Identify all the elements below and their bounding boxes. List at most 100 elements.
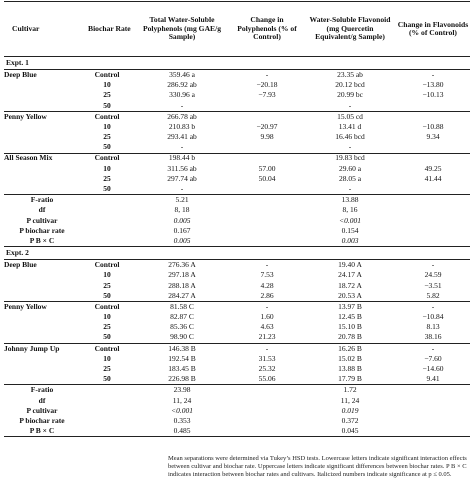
flavonoid-change-cell: 9.34 (426, 132, 440, 142)
table-row: 50 284.27 A 2.86 20.53 A 5.82 (4, 291, 470, 302)
polyphenols-change-cell: 2.86 (260, 290, 274, 300)
table-row: 25 85.36 C 4.63 15.10 B 8.13 (4, 322, 470, 332)
flavonoid-change-cell: 38.16 (424, 332, 442, 342)
flavonoid-cell: 19.83 bcd (304, 152, 396, 164)
polyphenols-change-cell: - (230, 342, 304, 354)
polyphenols-cell: 297.18 A (168, 270, 196, 280)
biochar-rate-cell: 25 (103, 364, 111, 374)
header-flavonoid: Water-Soluble Flavonoid (mg Quercetin Eq… (309, 15, 391, 42)
polyphenols-change-cell: −20.18 (256, 80, 278, 90)
stat-polyphenols-cell: 5.21 (134, 194, 230, 206)
stat-label-cell: P biochar rate (19, 225, 65, 235)
flavonoid-change-cell (396, 110, 470, 122)
stat-label-cell: P cultivar (26, 215, 58, 225)
table-row: Penny Yellow Control 266.78 ab 15.05 cd (4, 110, 470, 122)
biochar-rate-cell: 50 (103, 332, 111, 342)
flavonoid-change-cell: −10.88 (422, 121, 444, 131)
polyphenols-cell: 183.45 B (168, 364, 196, 374)
header-biochar-rate: Biochar Rate (88, 23, 131, 33)
table-row: 10 297.18 A 7.53 24.17 A 24.59 (4, 270, 470, 280)
polyphenols-cell: 81.58 C (134, 300, 230, 313)
polyphenols-cell: 286.92 ab (167, 80, 197, 90)
table-body: Expt. 1 Deep Blue Control 359.46 a -23.35 ab… (4, 56, 470, 438)
table-row: 10 311.56 ab 57.00 29.60 a 49.25 (4, 164, 470, 174)
empty-cell (230, 416, 304, 426)
polyphenols-change-cell: −7.93 (258, 90, 276, 100)
cultivar-cell (4, 174, 80, 184)
stat-flavonoid-cell: 13.88 (304, 194, 396, 206)
cultivar-cell (4, 364, 80, 374)
cultivar-cell: Penny Yellow (4, 300, 80, 313)
empty-cell (230, 426, 304, 438)
stats-row: P biochar rate 0.167 0.154 (4, 226, 470, 236)
polyphenols-change-cell: - (265, 69, 269, 79)
polyphenols-change-cell: - (265, 260, 269, 270)
experiment-label: Expt. 2 (4, 246, 470, 261)
stat-label-cell: P cultivar (26, 405, 58, 415)
empty-cell (80, 236, 134, 247)
table-row: 50 98.90 C 21.23 20.78 B 38.16 (4, 333, 470, 344)
stat-polyphenols-cell: 23.98 (134, 384, 230, 396)
stat-polyphenols-cell: 0.167 (173, 225, 191, 235)
experiment-heading-row: Expt. 1 (4, 56, 470, 70)
table-footnote: Mean separations were determined via Tuk… (168, 455, 467, 479)
empty-cell (80, 406, 134, 416)
cultivar-cell (4, 164, 80, 174)
polyphenols-cell: - (180, 100, 184, 110)
stat-flavonoid-cell: <0.001 (339, 215, 361, 225)
flavonoid-cell: 13.88 B (338, 364, 362, 374)
biochar-rate-cell: 10 (103, 163, 111, 173)
cultivar-cell: Penny Yellow (4, 110, 80, 122)
stat-label-cell: df (38, 205, 46, 215)
stat-label-cell: P biochar rate (19, 416, 65, 425)
stat-label-cell: F-ratio (4, 384, 80, 396)
empty-cell (230, 406, 304, 416)
flavonoid-change-cell: 24.59 (424, 270, 442, 280)
stat-polyphenols-cell: 8, 18 (174, 205, 190, 215)
stat-flavonoid-cell: 0.372 (341, 416, 359, 425)
empty-cell (396, 205, 470, 215)
cultivar-cell: Deep Blue (4, 260, 37, 270)
biochar-rate-cell: 10 (103, 80, 111, 90)
polyphenols-cell: 293.41 ab (167, 132, 197, 142)
polyphenols-change-cell (230, 184, 304, 195)
flavonoid-cell: 20.12 bcd (335, 80, 365, 90)
flavonoid-change-cell (396, 152, 470, 164)
stats-row: P cultivar <0.001 0.019 (4, 406, 470, 416)
stats-row: F-ratio 23.98 1.72 (4, 384, 470, 396)
flavonoid-cell: 17.79 B (338, 374, 362, 384)
table-row: 25 293.41 ab 9.98 16.46 bcd 9.34 (4, 132, 470, 142)
stat-polyphenols-cell: 0.353 (173, 416, 191, 425)
polyphenols-change-cell: 1.60 (260, 312, 274, 322)
flavonoid-change-cell: −14.60 (422, 364, 444, 374)
biochar-rate-cell: 25 (103, 132, 111, 142)
biochar-rate-cell: Control (80, 342, 134, 354)
table-row: 10 82.87 C 1.60 12.45 B −10.84 (4, 312, 470, 322)
cultivar-cell (4, 101, 80, 112)
polyphenols-cell: 198.44 b (134, 152, 230, 164)
flavonoid-cell: - (348, 142, 352, 152)
empty-cell (80, 396, 134, 406)
header-change-flavonoids: Change in Flavonoids (% of Control) (397, 19, 469, 37)
stat-label-cell: df (38, 395, 46, 405)
empty-cell (80, 216, 134, 226)
stat-flavonoid-cell: 11, 24 (340, 395, 360, 405)
cultivar-cell (4, 132, 80, 142)
biochar-rate-cell: Control (80, 110, 134, 122)
flavonoid-cell: - (348, 100, 352, 110)
polyphenols-cell: 297.74 ab (167, 173, 197, 183)
stat-polyphenols-cell: <0.001 (171, 405, 193, 415)
polyphenols-change-cell (230, 101, 304, 112)
stats-row: df 11, 24 11, 24 (4, 396, 470, 406)
biochar-rate-cell: 25 (103, 90, 111, 100)
empty-cell (396, 426, 470, 438)
flavonoid-cell: 24.17 A (338, 270, 362, 280)
biochar-rate-cell: 10 (103, 270, 111, 280)
flavonoid-cell: 20.53 A (338, 290, 362, 300)
polyphenols-change-cell: 4.28 (260, 280, 274, 290)
flavonoid-cell: 19.40 A (338, 260, 362, 270)
cultivar-cell (4, 354, 80, 364)
empty-cell (396, 396, 470, 406)
table-row: 25 288.18 A 4.28 18.72 A −3.51 (4, 281, 470, 291)
empty-cell (396, 236, 470, 247)
